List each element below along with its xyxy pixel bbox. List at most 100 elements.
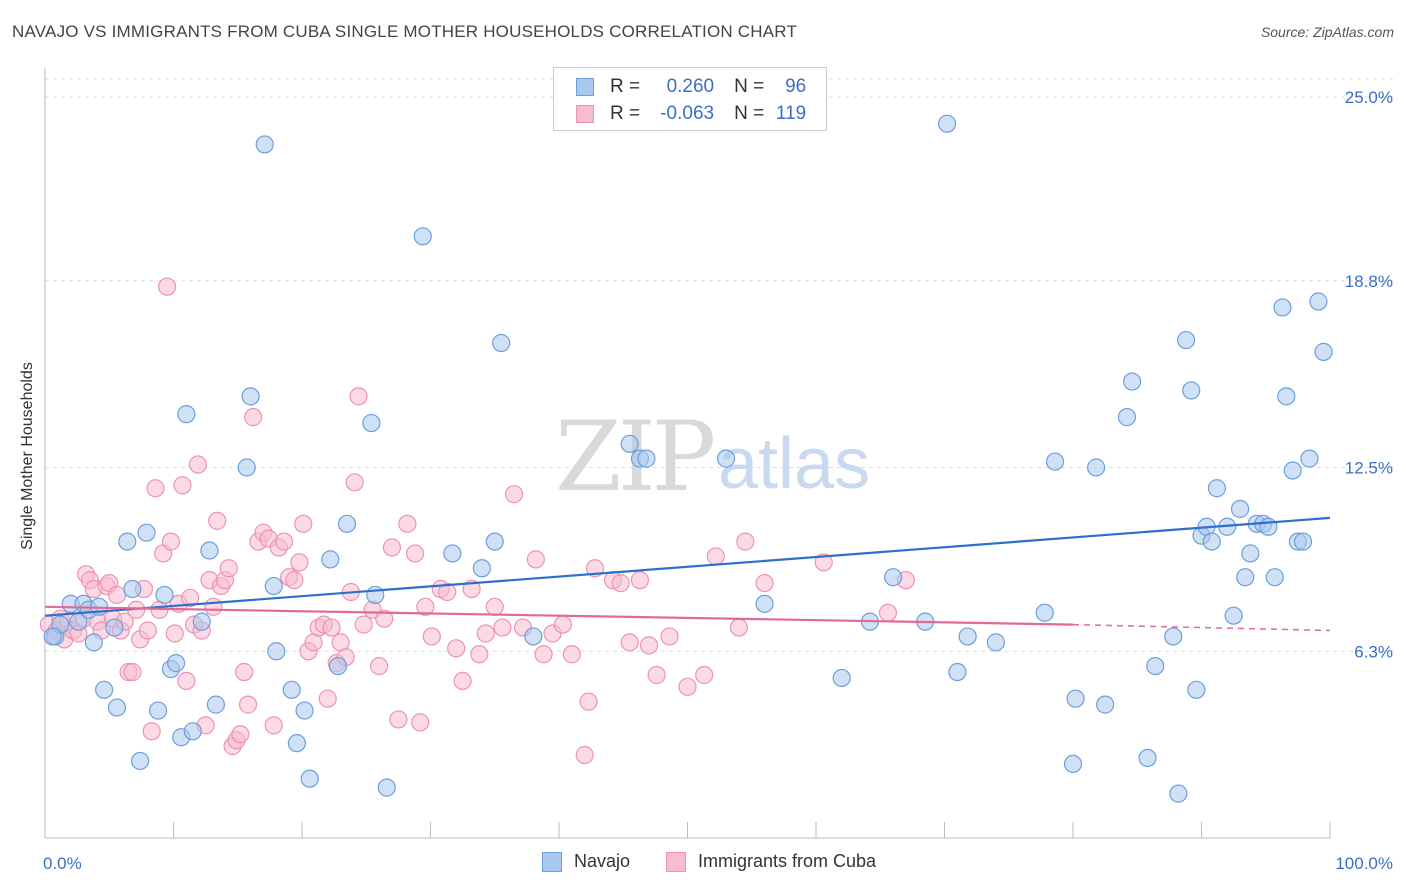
cuba-point [504, 485, 524, 504]
navajo-point [1202, 532, 1221, 551]
navajo-point [362, 413, 381, 433]
navajo-point [137, 523, 156, 542]
navajo-point [366, 585, 385, 605]
cuba-point [142, 722, 161, 741]
navajo-point [118, 532, 137, 551]
cuba-point [422, 627, 441, 646]
cuba-point [562, 645, 581, 664]
navajo-point [1164, 627, 1183, 646]
y-tick-label: 18.8% [1345, 272, 1393, 291]
navajo-point [84, 633, 103, 652]
navajo-point [1138, 748, 1157, 768]
cuba-point [647, 665, 666, 685]
navajo-point [1117, 408, 1137, 427]
cuba-point [382, 538, 402, 557]
navajo-point [377, 778, 396, 797]
cuba-point [553, 615, 572, 634]
cuba-point [208, 511, 227, 530]
navajo-point [328, 656, 348, 676]
navajo-point [200, 541, 219, 560]
cuba-point [620, 633, 639, 652]
cuba-point [878, 603, 898, 622]
navajo-point [1265, 568, 1284, 587]
x-tick-label: 100.0% [1335, 854, 1393, 873]
cuba-point [476, 624, 495, 643]
chart-title: NAVAJO VS IMMIGRANTS FROM CUBA SINGLE MO… [12, 22, 798, 41]
navajo-point [1273, 298, 1292, 317]
cuba-point [146, 479, 165, 498]
navajo-point [300, 769, 319, 788]
navajo-point [95, 680, 114, 699]
navajo-point [1293, 532, 1313, 551]
navajo-point [166, 654, 186, 673]
cuba-point [107, 585, 127, 605]
navajo-point [1259, 517, 1278, 536]
y-tick-label: 12.5% [1345, 459, 1393, 478]
navajo-point [255, 135, 274, 154]
x-tick-label: 0.0% [43, 854, 82, 873]
legend-n-value: 96 [785, 76, 807, 97]
cuba-point [244, 408, 263, 427]
cuba-point [579, 692, 598, 711]
navajo-point [282, 680, 301, 699]
navajo-point [1096, 695, 1115, 714]
navajo-point [948, 662, 967, 682]
legend-swatch-navajo [576, 78, 594, 96]
cuba-point [678, 677, 697, 696]
cuba-point [294, 514, 313, 533]
legend-n-label: N = [734, 76, 765, 97]
navajo-point [637, 449, 656, 468]
cuba-point [354, 615, 373, 634]
legend-r-value: 0.260 [666, 76, 715, 97]
navajo-point [337, 514, 357, 533]
navajo-point [1187, 680, 1206, 699]
cuba-point [706, 547, 725, 566]
legend-row-navajo: R = 0.260 N = 96 [576, 75, 806, 99]
series-legend-cuba: Immigrants from Cuba [666, 851, 876, 872]
cuba-point [138, 621, 157, 640]
navajo-point [1066, 689, 1085, 708]
legend-n-label: N = [734, 103, 765, 124]
y-axis-label: Single Mother Households [19, 362, 36, 550]
cuba-point [238, 695, 258, 714]
cuba-point [493, 618, 512, 637]
cuba-point [161, 532, 181, 551]
navajo-point [716, 449, 736, 468]
cuba-point [462, 579, 481, 599]
navajo-point [755, 594, 774, 613]
navajo-point [1123, 372, 1142, 391]
y-tick-label: 25.0% [1345, 88, 1393, 107]
navajo-point [107, 698, 127, 717]
navajo-point [295, 701, 314, 720]
cuba-trend-line [44, 605, 1074, 626]
navajo-point [413, 227, 432, 246]
cuba-point [290, 553, 309, 572]
cuba-point [729, 618, 749, 637]
series-label-navajo: Navajo [574, 851, 631, 871]
navajo-point [1087, 458, 1106, 477]
navajo-point [832, 668, 851, 688]
cuba-point [157, 277, 177, 296]
source-label: Source: ZipAtlas.com [1260, 24, 1394, 40]
cuba-point [318, 689, 337, 708]
legend-n-value: 119 [775, 103, 807, 124]
cuba-point [411, 713, 430, 732]
cuba-point [188, 455, 208, 474]
navajo-point [1176, 330, 1196, 350]
cuba-point [235, 662, 254, 682]
navajo-point [264, 576, 283, 596]
cuba-point [470, 645, 489, 664]
series-swatch-navajo [542, 851, 562, 872]
watermark-atlas: atlas [718, 424, 870, 504]
cuba-point [438, 582, 457, 602]
cuba-point [219, 559, 238, 578]
navajo-point [148, 701, 168, 720]
navajo-point [241, 387, 260, 406]
navajo-point [192, 612, 211, 631]
cuba-point [345, 473, 364, 492]
cuba-point [630, 571, 650, 590]
navajo-point [1314, 342, 1333, 362]
cuba-point [736, 532, 755, 551]
legend-swatch-cuba [576, 105, 594, 123]
